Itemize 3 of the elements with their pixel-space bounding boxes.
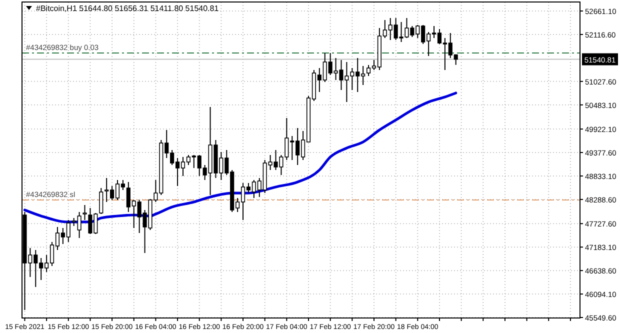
candlestick	[82, 204, 87, 220]
candlestick	[99, 188, 104, 215]
chart-title: #Bitcoin,H1 51644.80 51656.31 51411.80 51540.81	[36, 4, 220, 13]
